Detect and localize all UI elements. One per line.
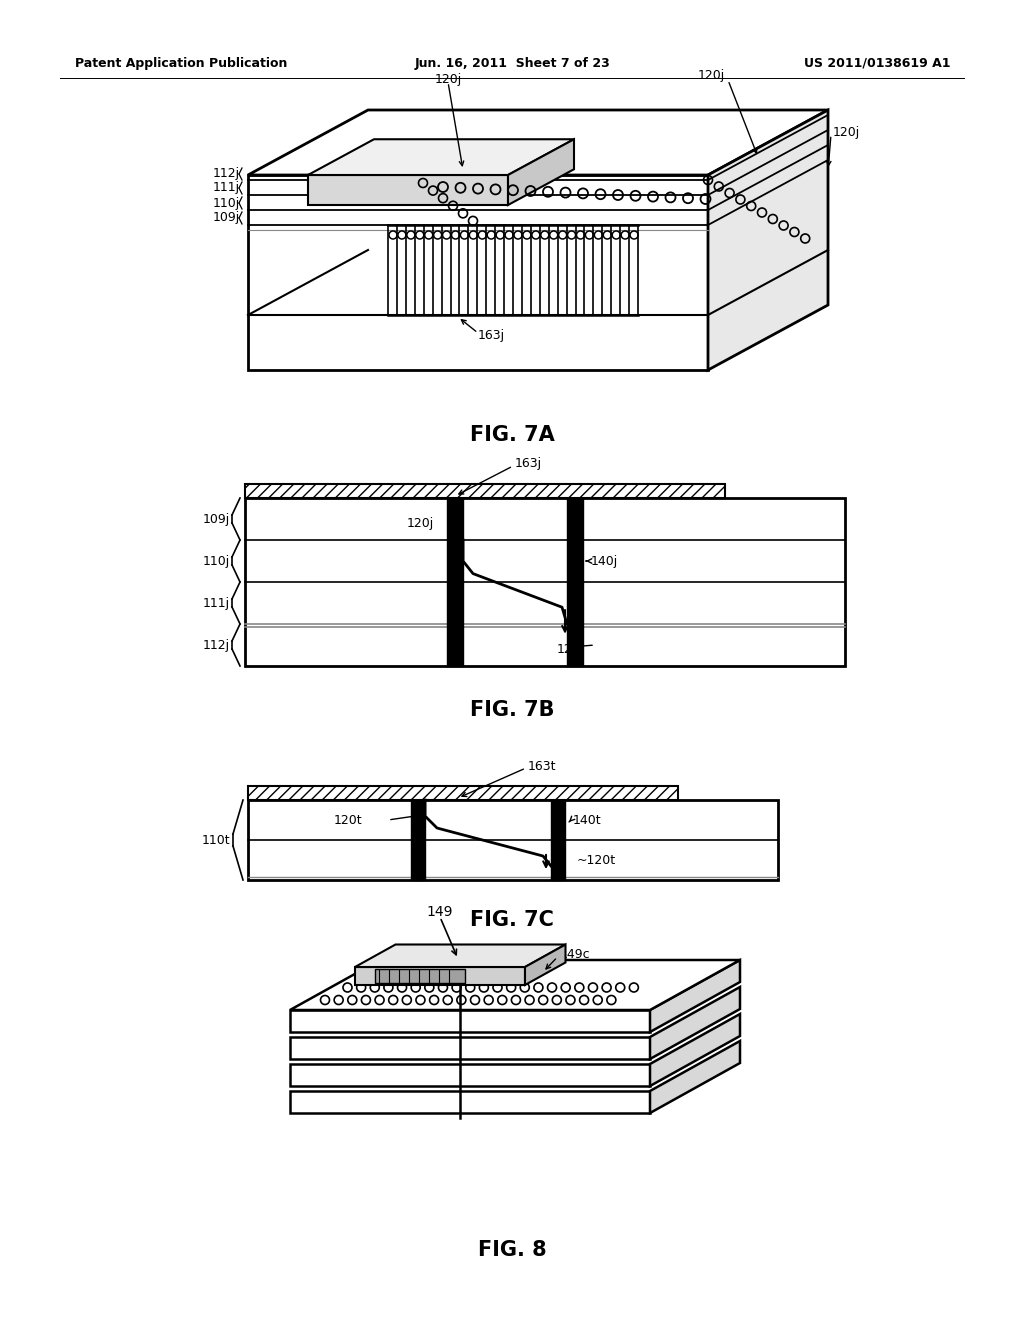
Text: 163t: 163t <box>528 759 556 772</box>
Polygon shape <box>290 960 740 1010</box>
Text: 110t: 110t <box>202 833 230 846</box>
Bar <box>567 498 583 667</box>
Text: US 2011/0138619 A1: US 2011/0138619 A1 <box>804 57 950 70</box>
Bar <box>248 800 778 880</box>
Text: 110j: 110j <box>203 554 230 568</box>
Polygon shape <box>650 960 740 1032</box>
Text: 120j: 120j <box>407 516 433 529</box>
Text: 120t: 120t <box>334 813 362 826</box>
Polygon shape <box>650 1014 740 1086</box>
Text: 140t: 140t <box>573 813 602 826</box>
Bar <box>375 969 465 983</box>
Polygon shape <box>290 1038 650 1059</box>
Polygon shape <box>290 1064 650 1086</box>
Text: 112j: 112j <box>213 168 240 181</box>
Text: Jun. 16, 2011  Sheet 7 of 23: Jun. 16, 2011 Sheet 7 of 23 <box>414 57 610 70</box>
Polygon shape <box>248 176 708 370</box>
Bar <box>245 498 845 667</box>
Bar <box>551 800 565 880</box>
Polygon shape <box>248 110 828 176</box>
Polygon shape <box>650 987 740 1059</box>
Bar <box>447 498 463 667</box>
Text: FIG. 7C: FIG. 7C <box>470 909 554 931</box>
Polygon shape <box>308 176 508 205</box>
Text: 109j: 109j <box>203 512 230 525</box>
Polygon shape <box>355 968 525 985</box>
Polygon shape <box>355 945 565 968</box>
Text: 112j: 112j <box>203 639 230 652</box>
Polygon shape <box>650 1041 740 1113</box>
Text: 110j: 110j <box>213 197 240 210</box>
Text: FIG. 7A: FIG. 7A <box>470 425 554 445</box>
Polygon shape <box>308 139 574 176</box>
Polygon shape <box>508 139 574 205</box>
Text: 149: 149 <box>427 906 454 919</box>
Text: ~120t: ~120t <box>577 854 616 866</box>
Text: 149c: 149c <box>559 949 590 961</box>
Bar <box>248 785 678 800</box>
Bar <box>245 484 725 498</box>
Text: FIG. 8: FIG. 8 <box>477 1239 547 1261</box>
Polygon shape <box>525 945 565 985</box>
Text: 120j: 120j <box>698 69 725 82</box>
Text: 140j: 140j <box>591 554 618 568</box>
Polygon shape <box>290 1010 650 1032</box>
Text: 120j: 120j <box>434 74 462 87</box>
Text: 163j: 163j <box>515 458 542 470</box>
Text: 111j: 111j <box>203 597 230 610</box>
Text: 109j: 109j <box>213 211 240 224</box>
Polygon shape <box>290 1092 650 1113</box>
Text: 111j: 111j <box>213 181 240 194</box>
Text: 120j: 120j <box>556 643 584 656</box>
Text: 120j: 120j <box>833 125 860 139</box>
Text: 163j: 163j <box>478 329 505 342</box>
Text: Patent Application Publication: Patent Application Publication <box>75 57 288 70</box>
Bar <box>411 800 425 880</box>
Text: FIG. 7B: FIG. 7B <box>470 700 554 719</box>
Polygon shape <box>708 110 828 370</box>
